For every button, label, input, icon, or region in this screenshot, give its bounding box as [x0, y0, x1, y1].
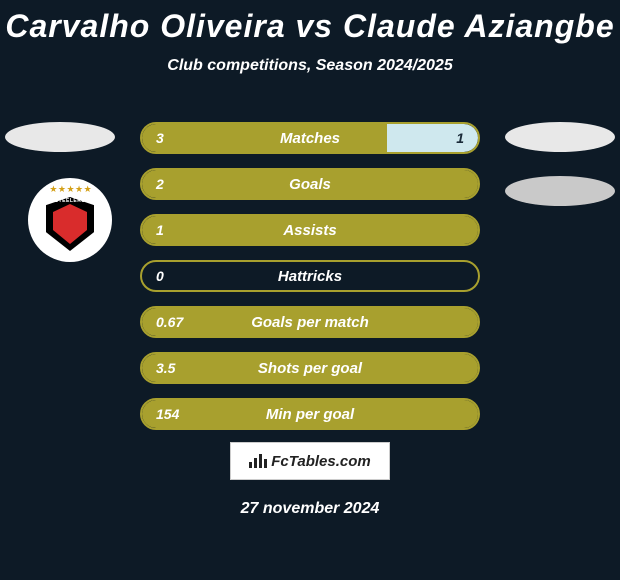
stat-label: Assists	[142, 222, 478, 239]
stat-label: Hattricks	[142, 268, 478, 285]
shield-icon	[46, 197, 94, 251]
stats-container: 31Matches 2Goals 1Assists 0Hattricks 0.67Goa…	[140, 122, 480, 444]
team-name-label: STEELERS	[55, 198, 85, 204]
stat-label: Min per goal	[142, 406, 478, 423]
stat-label: Goals per match	[142, 314, 478, 331]
brand-logo: FcTables.com	[230, 442, 390, 480]
stat-row: 0Hattricks	[140, 260, 480, 292]
stat-label: Goals	[142, 176, 478, 193]
player-right-badge-1	[505, 122, 615, 152]
stat-row: 3.5Shots per goal	[140, 352, 480, 384]
stat-label: Shots per goal	[142, 360, 478, 377]
player-left-badge	[5, 122, 115, 152]
bars-icon	[249, 454, 267, 468]
stat-row: 31Matches	[140, 122, 480, 154]
stat-row: 2Goals	[140, 168, 480, 200]
stat-row: 0.67Goals per match	[140, 306, 480, 338]
stat-row: 1Assists	[140, 214, 480, 246]
brand-label: FcTables.com	[271, 453, 370, 470]
stat-row: 154Min per goal	[140, 398, 480, 430]
stat-label: Matches	[142, 130, 478, 147]
stars-icon: ★ ★ ★ ★ ★	[49, 184, 90, 195]
comparison-title: Carvalho Oliveira vs Claude Aziangbe	[0, 0, 620, 45]
comparison-subtitle: Club competitions, Season 2024/2025	[0, 57, 620, 75]
comparison-date: 27 november 2024	[0, 500, 620, 518]
team-left-logo: ★ ★ ★ ★ ★ STEELERS	[28, 178, 112, 262]
player-right-badge-2	[505, 176, 615, 206]
